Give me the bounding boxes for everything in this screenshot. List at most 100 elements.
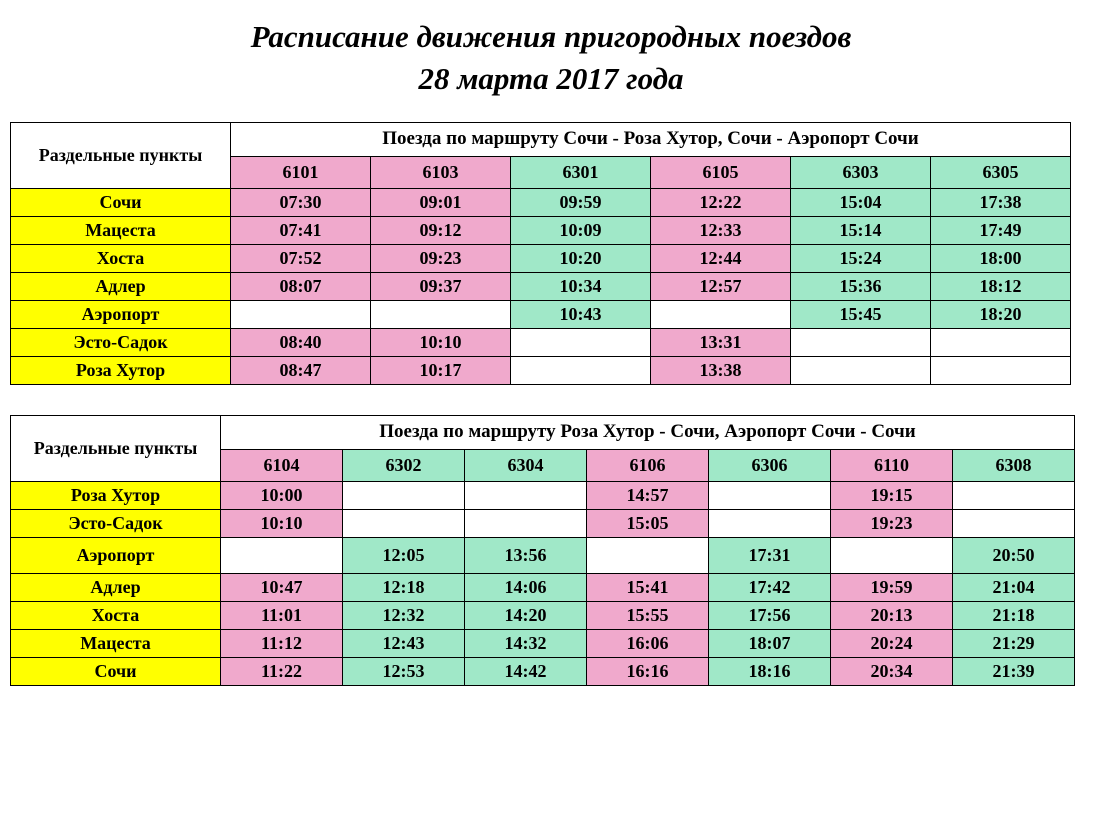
station-name: Хоста — [11, 601, 221, 629]
time-cell: 20:13 — [831, 601, 953, 629]
time-cell — [953, 481, 1075, 509]
train-number: 6302 — [343, 449, 465, 481]
time-cell: 17:56 — [709, 601, 831, 629]
time-cell: 12:05 — [343, 537, 465, 573]
station-name: Адлер — [11, 573, 221, 601]
time-cell: 10:00 — [221, 481, 343, 509]
time-cell: 15:04 — [791, 188, 931, 216]
time-cell — [371, 300, 511, 328]
time-cell — [791, 328, 931, 356]
time-cell: 17:49 — [931, 216, 1071, 244]
station-name: Сочи — [11, 657, 221, 685]
time-cell: 15:55 — [587, 601, 709, 629]
train-number: 6101 — [231, 156, 371, 188]
train-number: 6110 — [831, 449, 953, 481]
route-title: Поезда по маршруту Роза Хутор - Сочи, Аэ… — [221, 415, 1075, 449]
time-cell: 20:24 — [831, 629, 953, 657]
train-number: 6308 — [953, 449, 1075, 481]
train-number: 6305 — [931, 156, 1071, 188]
station-name: Адлер — [11, 272, 231, 300]
time-cell: 07:52 — [231, 244, 371, 272]
time-cell: 13:38 — [651, 356, 791, 384]
station-name: Эсто-Садок — [11, 328, 231, 356]
time-cell: 16:06 — [587, 629, 709, 657]
time-cell: 15:45 — [791, 300, 931, 328]
time-cell: 12:57 — [651, 272, 791, 300]
schedule-table-2: Раздельные пунктыПоезда по маршруту Роза… — [10, 415, 1075, 686]
time-cell — [831, 537, 953, 573]
time-cell: 10:10 — [221, 509, 343, 537]
route-title: Поезда по маршруту Сочи - Роза Хутор, Со… — [231, 122, 1071, 156]
time-cell: 09:01 — [371, 188, 511, 216]
time-cell: 15:24 — [791, 244, 931, 272]
time-cell: 19:15 — [831, 481, 953, 509]
title-line1: Расписание движения пригородных поездов — [251, 19, 852, 54]
time-cell: 13:56 — [465, 537, 587, 573]
train-number: 6301 — [511, 156, 651, 188]
time-cell: 15:05 — [587, 509, 709, 537]
time-cell: 16:16 — [587, 657, 709, 685]
time-cell: 20:34 — [831, 657, 953, 685]
time-cell: 15:14 — [791, 216, 931, 244]
time-cell: 21:39 — [953, 657, 1075, 685]
time-cell: 14:06 — [465, 573, 587, 601]
train-number: 6303 — [791, 156, 931, 188]
time-cell: 09:59 — [511, 188, 651, 216]
time-cell: 10:47 — [221, 573, 343, 601]
time-cell: 12:33 — [651, 216, 791, 244]
time-cell — [465, 481, 587, 509]
time-cell: 14:20 — [465, 601, 587, 629]
time-cell: 17:42 — [709, 573, 831, 601]
time-cell: 15:36 — [791, 272, 931, 300]
train-number: 6105 — [651, 156, 791, 188]
time-cell: 14:57 — [587, 481, 709, 509]
time-cell: 17:38 — [931, 188, 1071, 216]
train-number: 6103 — [371, 156, 511, 188]
time-cell: 13:31 — [651, 328, 791, 356]
time-cell: 11:12 — [221, 629, 343, 657]
time-cell: 21:18 — [953, 601, 1075, 629]
station-name: Роза Хутор — [11, 481, 221, 509]
time-cell: 18:00 — [931, 244, 1071, 272]
corner-label: Раздельные пункты — [11, 415, 221, 481]
time-cell — [587, 537, 709, 573]
time-cell: 14:32 — [465, 629, 587, 657]
time-cell: 18:07 — [709, 629, 831, 657]
time-cell — [651, 300, 791, 328]
time-cell: 09:23 — [371, 244, 511, 272]
train-number: 6104 — [221, 449, 343, 481]
time-cell: 14:42 — [465, 657, 587, 685]
time-cell: 11:22 — [221, 657, 343, 685]
time-cell — [221, 537, 343, 573]
schedule-table-1: Раздельные пунктыПоезда по маршруту Сочи… — [10, 122, 1071, 385]
time-cell — [791, 356, 931, 384]
time-cell — [709, 481, 831, 509]
time-cell: 09:37 — [371, 272, 511, 300]
time-cell: 12:44 — [651, 244, 791, 272]
time-cell: 11:01 — [221, 601, 343, 629]
time-cell: 18:16 — [709, 657, 831, 685]
time-cell: 08:47 — [231, 356, 371, 384]
page-title: Расписание движения пригородных поездов … — [10, 16, 1092, 100]
time-cell: 20:50 — [953, 537, 1075, 573]
time-cell: 18:12 — [931, 272, 1071, 300]
time-cell — [465, 509, 587, 537]
time-cell: 18:20 — [931, 300, 1071, 328]
time-cell: 10:43 — [511, 300, 651, 328]
time-cell: 21:04 — [953, 573, 1075, 601]
time-cell: 08:07 — [231, 272, 371, 300]
time-cell: 07:30 — [231, 188, 371, 216]
time-cell: 10:17 — [371, 356, 511, 384]
time-cell: 15:41 — [587, 573, 709, 601]
train-number: 6304 — [465, 449, 587, 481]
time-cell: 07:41 — [231, 216, 371, 244]
train-number: 6306 — [709, 449, 831, 481]
time-cell: 21:29 — [953, 629, 1075, 657]
time-cell — [231, 300, 371, 328]
station-name: Эсто-Садок — [11, 509, 221, 537]
station-name: Роза Хутор — [11, 356, 231, 384]
title-line2: 28 марта 2017 года — [418, 61, 683, 96]
corner-label: Раздельные пункты — [11, 122, 231, 188]
time-cell: 12:43 — [343, 629, 465, 657]
time-cell — [931, 328, 1071, 356]
